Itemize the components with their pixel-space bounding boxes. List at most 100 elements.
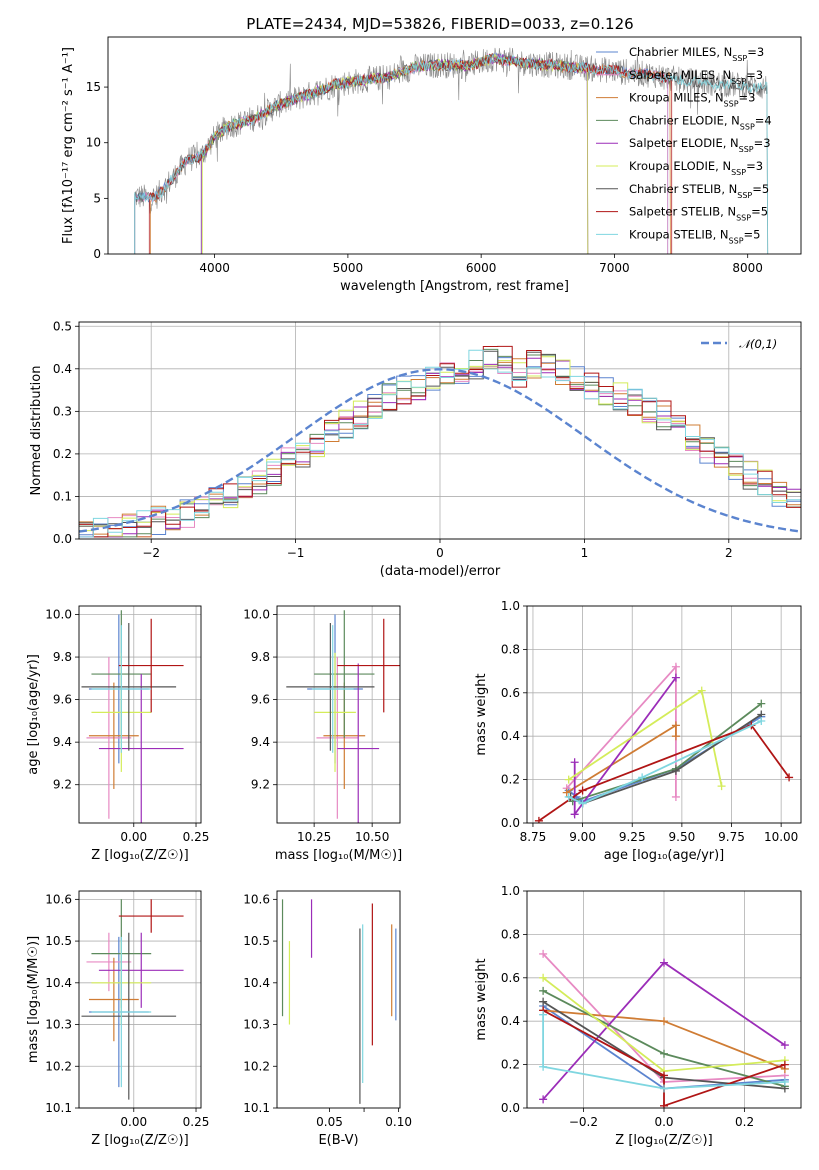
y-tick-label: 0.1 [53,489,72,503]
histogram-kroupa-stelib [79,349,801,538]
errorbar-point [86,657,132,819]
legend-label: 𝒩(0,1) [739,337,777,351]
axes-frame [526,605,802,824]
weight-marker [539,1095,548,1104]
x-tick-label: 6000 [466,261,497,275]
x-axis-label: mass [log₁₀(M/M☉)] [275,848,402,863]
x-tick-label: 9.25 [619,830,646,844]
errorbar-point [88,957,139,1042]
y-axis-label: mass weight [474,673,489,755]
weight-line-salpeter-elodie [573,677,677,818]
x-tick-label: 0.2 [735,1115,754,1129]
errorbar-point [88,682,139,789]
weight-marker [539,973,548,982]
y-axis-label: Flux [fλ10⁻¹⁷ erg cm⁻² s⁻¹ A⁻¹] [61,47,76,244]
axes-frame [78,321,802,540]
weight-marker [671,673,680,682]
spectrum-model-chabrier-stelib [134,53,769,254]
weight-marker [660,1071,668,1080]
plot-area-age_vs_Z [81,610,184,823]
weight-marker [660,1049,668,1058]
weight-marker [578,786,587,795]
weight-marker [638,773,647,782]
y-tick-label: 10.4 [243,976,270,990]
y-tick-label: 15 [86,80,101,94]
figure-title: PLATE=2434, MJD=53826, FIBERID=0033, z=0… [246,15,633,33]
spectrum-model-kroupa-miles [150,53,671,254]
y-tick-label: 0.2 [501,773,520,787]
weight-marker [562,788,571,797]
x-axis-label: Z [log₁₀(Z/Z☉)] [91,1133,188,1148]
y-tick-label: 9.4 [53,735,72,749]
weight-marker [570,810,579,819]
y-tick-label: 0.4 [53,362,72,376]
panel-mass_vs_Z: 0.00 0.25 10.1 10.2 10.3 10.4 10.5 10.6 Z [log₁₀… [26,890,210,1148]
x-tick-label: −2 [142,546,160,560]
errorbar-point [316,657,359,819]
x-axis-label: age [log₁₀(age/yr)] [604,848,725,863]
x-tick-label: 0 [436,546,444,560]
weight-marker [539,1062,548,1071]
spectrum-model-chabrier-elodie [200,54,589,254]
y-axis-label: age [log₁₀(age/yr)] [26,654,41,775]
axes-frame [276,890,401,1109]
weight-marker [660,1084,668,1093]
weight-marker [717,782,726,791]
errorbar-point [337,663,380,823]
plot-area-weight_vs_Z [539,949,789,1108]
y-tick-label: 10.1 [243,1101,270,1115]
x-tick-label: 2 [725,546,733,560]
histogram-chabrier-elodie [79,348,801,538]
x-tick-label: 0.00 [120,830,147,844]
errorbar-point [98,674,184,823]
weight-marker [671,732,680,741]
panel-age_vs_mass: 10.25 10.50 9.2 9.4 9.6 9.8 10.0 mass [log₁₀(M/… [243,605,402,863]
y-tick-label: 10.5 [45,934,72,948]
y-tick-label: 9.8 [251,650,270,664]
plot-area-mass_vs_Z [81,899,184,1100]
y-tick-label: 10.3 [45,1018,72,1032]
x-tick-label: 0.25 [183,1115,210,1129]
weight-line-kroupa-stelib [542,1014,785,1090]
weight-line-kroupa-elodie [568,689,723,787]
x-tick-label: 8.75 [520,830,547,844]
weight-marker [578,799,587,808]
spectrum-model-salpeter-elodie [200,53,589,254]
y-tick-label: 0.3 [53,404,72,418]
y-tick-label: 0.2 [53,447,72,461]
errorbar-point [98,932,184,1008]
errorbar-point [286,623,375,751]
panel-spectrum: 4000 5000 6000 7000 8000 0 5 10 15 wavelength [An… [61,36,802,294]
y-tick-label: 10.5 [243,934,270,948]
x-axis-label: wavelength [Angstrom, rest frame] [340,279,569,294]
x-axis-label: (data-model)/error [380,564,501,579]
panel-weight_vs_Z: −0.2 0.0 0.2 0.0 0.2 0.4 0.6 0.8 1.0 Z [log₁₀(Z/Z… [474,884,802,1148]
y-tick-label: 10.6 [243,892,270,906]
weight-marker [570,758,579,767]
y-tick-label: 0.8 [501,642,520,656]
axes-frame [107,36,802,255]
legend-label: Salpeter MILES, NSSP=3 [629,68,763,86]
y-tick-label: 10 [86,136,101,150]
y-tick-label: 0.4 [501,1014,520,1028]
legend-label: Chabrier STELIB, NSSP=5 [629,182,769,200]
errorbar-point [311,625,354,753]
y-tick-label: 0.0 [53,532,72,546]
y-tick-label: 9.6 [53,693,72,707]
y-axis-label: mass [log₁₀(M/M☉)] [26,936,41,1063]
weight-marker [671,721,680,730]
x-tick-label: 10.50 [355,830,389,844]
y-tick-label: 1.0 [501,884,520,898]
weight-marker [780,1060,789,1069]
y-tick-label: 0 [93,247,101,261]
y-tick-label: 10.6 [45,892,72,906]
y-tick-label: 10.0 [243,608,270,622]
spectrum-model-salpeter-stelib [148,53,673,254]
weight-marker [539,986,548,995]
weight-marker [697,686,706,695]
x-tick-label: 7000 [599,261,630,275]
legend-label: Kroupa STELIB, NSSP=5 [629,227,760,245]
panel-weight_vs_age: 8.75 9.00 9.25 9.50 9.75 10.00 0.0 0.2 0.4 0.6 0.8… [474,599,802,863]
errorbar-point [91,936,152,1088]
y-tick-label: 0.0 [501,1101,520,1115]
